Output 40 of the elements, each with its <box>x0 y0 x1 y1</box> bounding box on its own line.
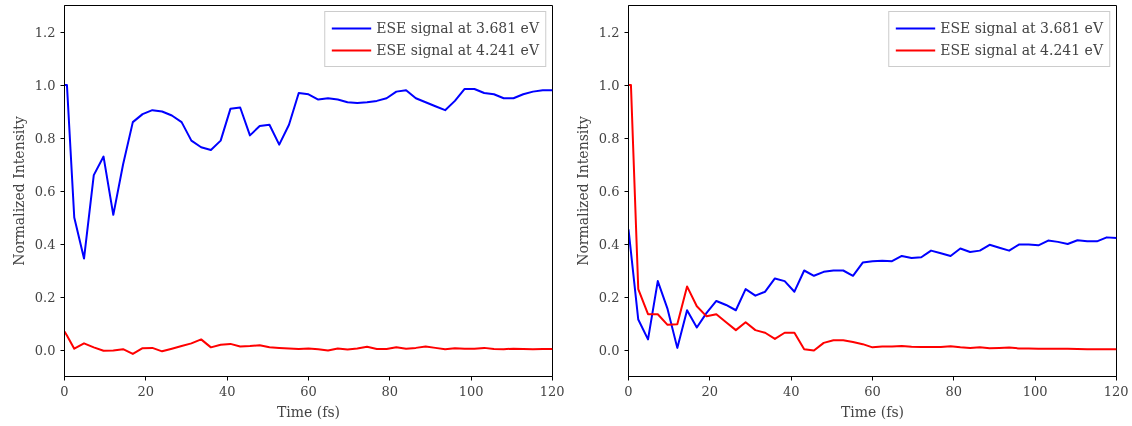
x-tick-label: 60 <box>864 383 881 399</box>
y-tick-label: 0.0 <box>34 343 56 358</box>
x-tick-label: 0 <box>60 383 69 399</box>
x-tick-label: 40 <box>218 383 236 399</box>
y-tick-label: 1.2 <box>598 25 620 40</box>
y-tick-label: 1.2 <box>34 25 56 40</box>
y-tick-label: 0.4 <box>598 237 620 252</box>
legend-label: ESE signal at 3.681 eV <box>940 20 1103 36</box>
y-tick-label: 0.4 <box>34 237 56 252</box>
x-tick-label: 120 <box>539 383 565 399</box>
x-tick-label: 100 <box>1022 383 1048 399</box>
y-axis-title: Normalized Intensity <box>10 116 27 266</box>
line-series <box>628 84 1117 352</box>
y-tick-label: 0.2 <box>34 290 56 305</box>
x-tick-label: 0 <box>624 383 633 399</box>
legend-label: ESE signal at 4.241 eV <box>376 42 539 58</box>
line-series <box>628 228 1117 349</box>
x-tick-label: 40 <box>782 383 800 399</box>
line-series <box>64 84 553 260</box>
x-tick-label: 120 <box>1103 383 1129 399</box>
y-tick-label: 0.0 <box>598 343 620 358</box>
y-tick-label: 0.6 <box>598 184 620 199</box>
legend-label: ESE signal at 4.241 eV <box>940 42 1103 58</box>
x-tick-label: 80 <box>945 383 963 399</box>
y-axis-title: Normalized Intensity <box>574 116 591 266</box>
x-tick-label: 20 <box>701 383 719 399</box>
x-tick-label: 80 <box>381 383 399 399</box>
x-axis-title: Time (fs) <box>276 403 341 420</box>
y-tick-label: 0.8 <box>598 131 620 146</box>
legend-label: ESE signal at 3.681 eV <box>376 20 539 36</box>
x-axis-title: Time (fs) <box>840 403 905 420</box>
y-tick-label: 1.0 <box>34 78 56 93</box>
y-tick-label: 0.8 <box>34 131 56 146</box>
x-tick-label: 100 <box>458 383 484 399</box>
x-tick-label: 20 <box>137 383 155 399</box>
y-tick-label: 1.0 <box>598 78 620 93</box>
y-tick-label: 0.2 <box>598 290 620 305</box>
line-series <box>64 330 553 355</box>
x-tick-label: 60 <box>300 383 317 399</box>
y-tick-label: 0.6 <box>34 184 56 199</box>
